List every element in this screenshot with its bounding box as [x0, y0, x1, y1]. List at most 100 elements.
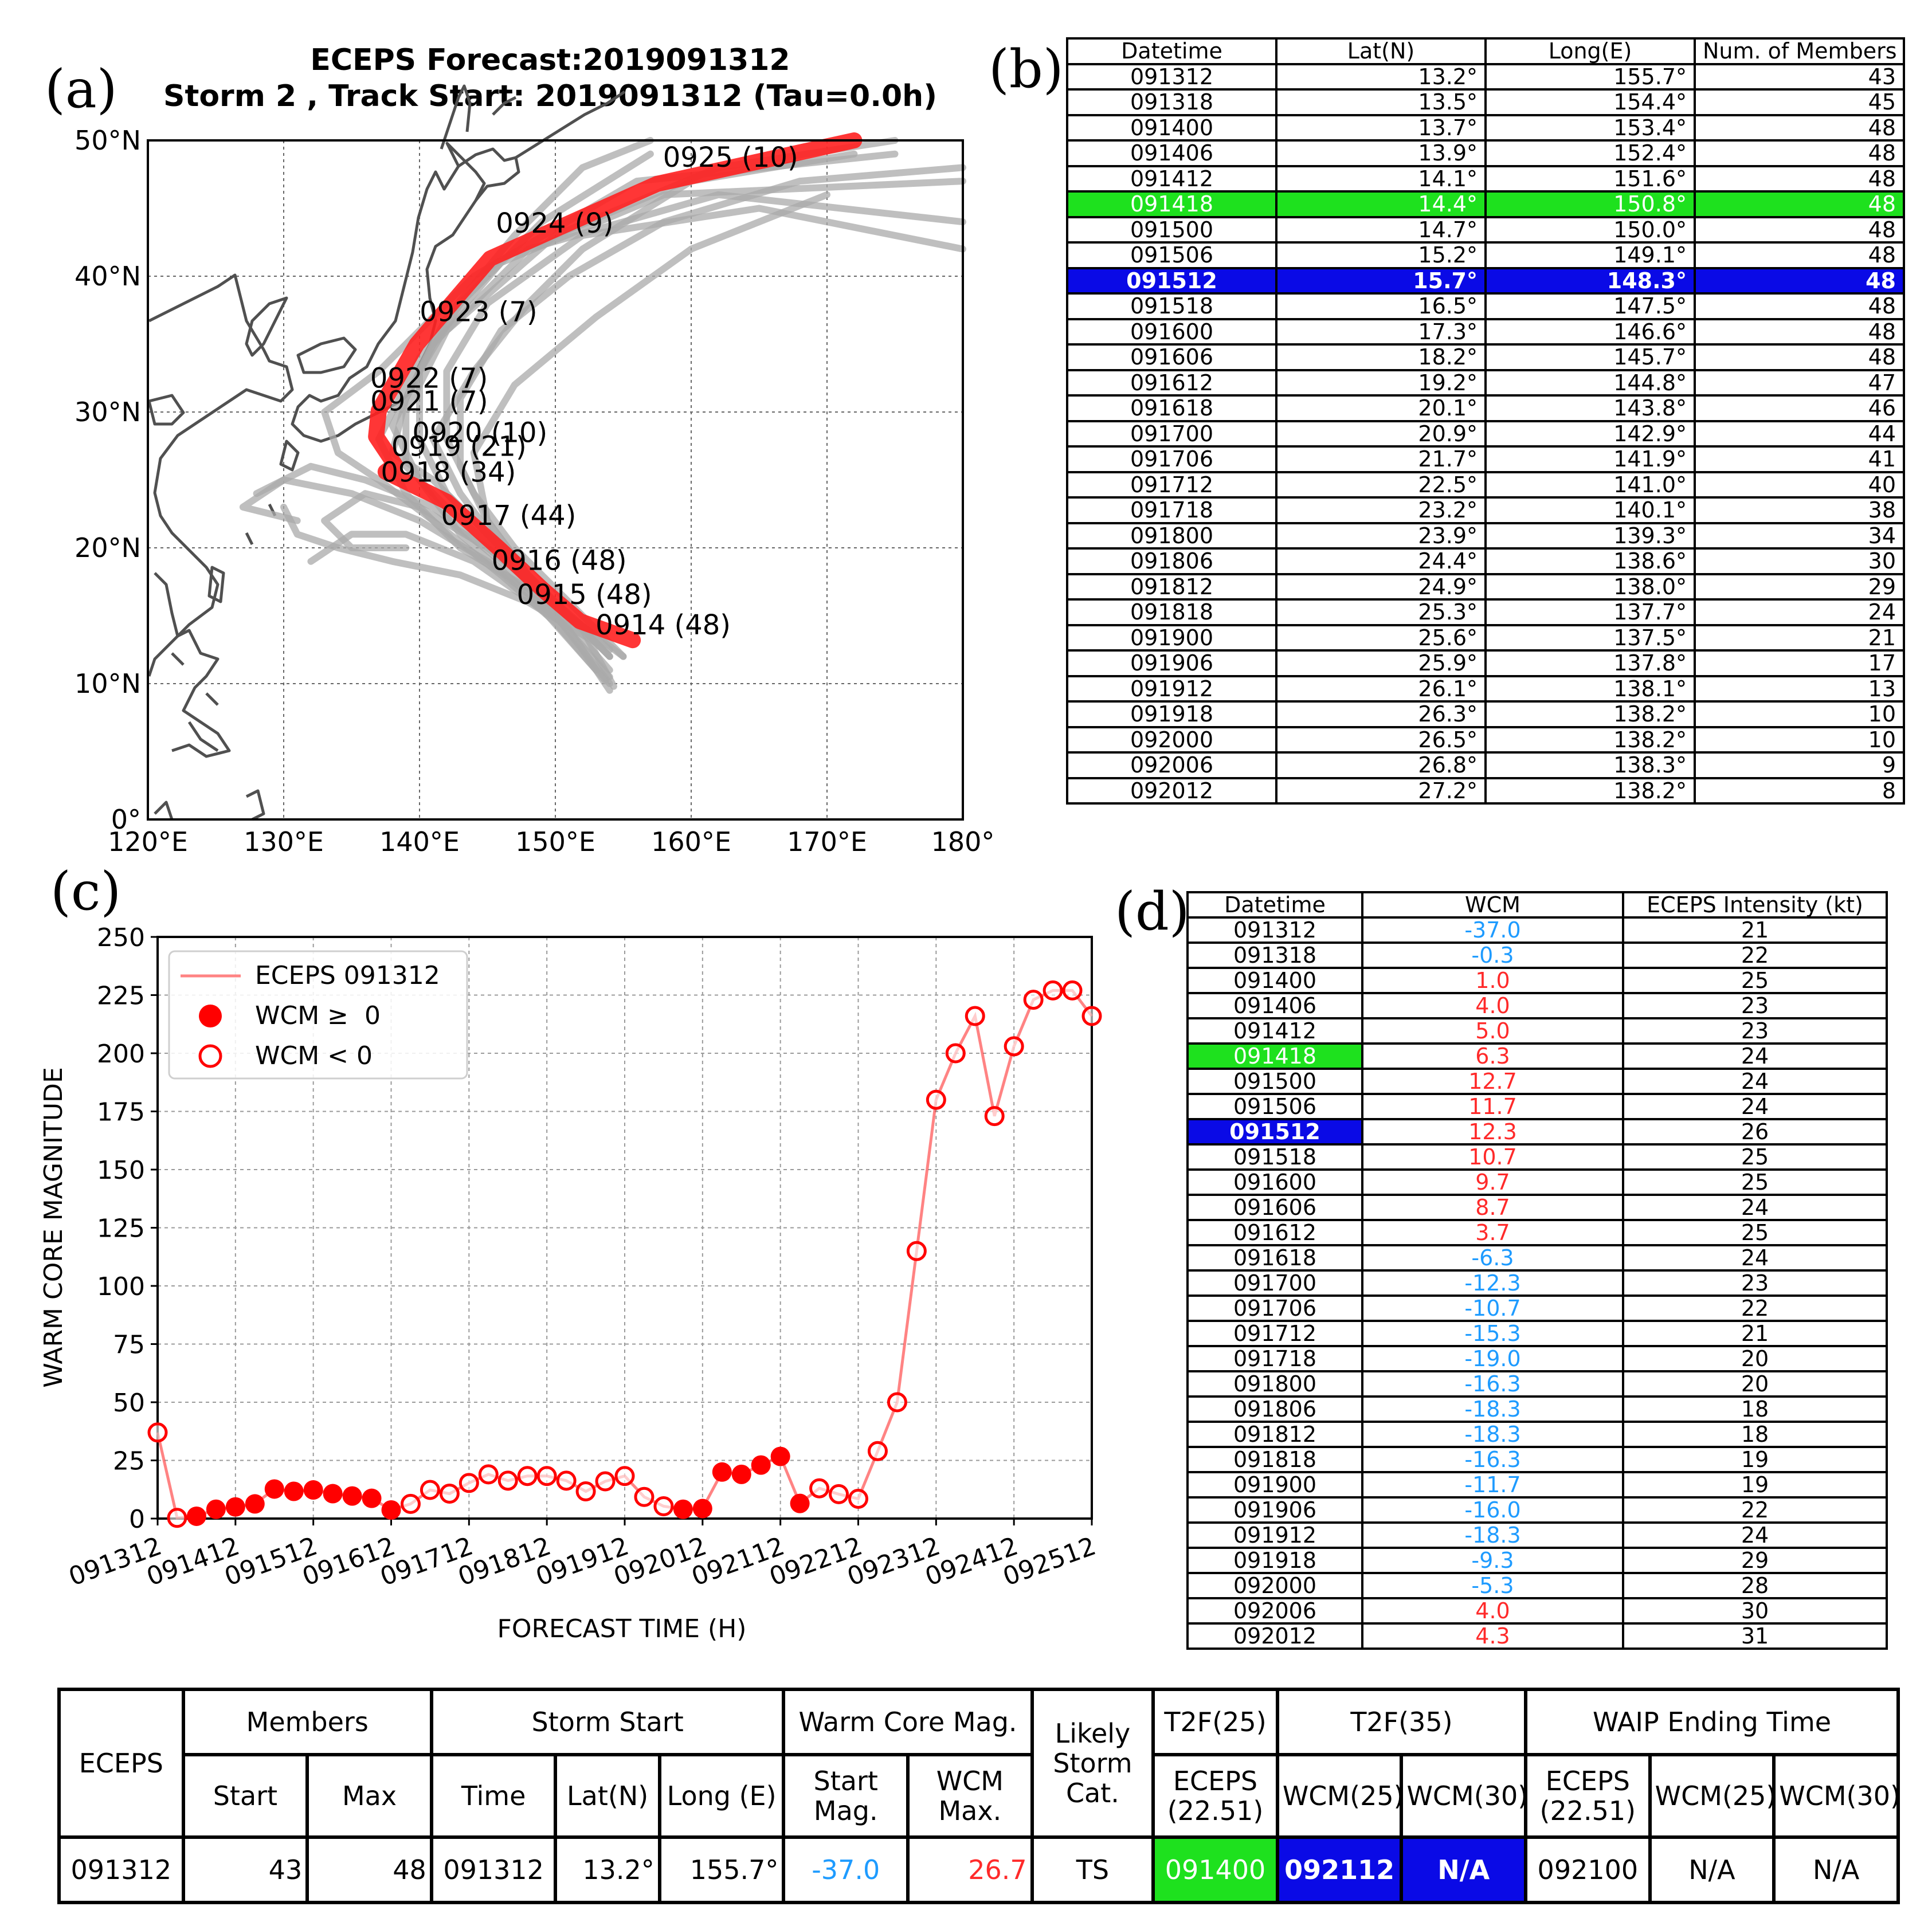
sum-lat-header: Lat(N)	[554, 1753, 661, 1839]
wcm-table-cell: 092006	[1186, 1597, 1363, 1625]
track-table-cell: 154.4°	[1484, 88, 1696, 116]
track-table-cell: 48	[1694, 215, 1905, 244]
wcm-chart: 0 25 50 75 100 125 150 175 200 225 250 09131209141…	[39, 923, 1102, 1643]
legend-label-series: ECEPS 091312	[255, 961, 440, 990]
track-table-cell: 091800	[1066, 521, 1277, 550]
track-table-cell: 21.7°	[1275, 445, 1487, 473]
wcm-table-cell: 25	[1622, 1168, 1888, 1196]
wcm-point-warm	[381, 1500, 401, 1520]
sum-likely-cat-header: Likely Storm Cat.	[1030, 1688, 1155, 1839]
wcm-table-cell: 10.7	[1361, 1143, 1624, 1171]
track-table-cell: 48	[1694, 292, 1905, 320]
wcm-table-cell: 30	[1622, 1597, 1888, 1625]
wcm-table-cell: -37.0	[1361, 916, 1624, 944]
sum-time-value: 091312	[429, 1835, 558, 1904]
track-table-cell: 091600	[1066, 317, 1277, 346]
track-table-cell: 26.3°	[1275, 700, 1487, 728]
wcm-point-cold	[1062, 980, 1083, 1001]
map-lon-tick: 140°E	[379, 826, 460, 857]
wcm-table-cell: -12.3	[1361, 1269, 1624, 1297]
track-table-row: 091400 13.7° 153.4° 48	[1066, 113, 1905, 142]
track-labels: 0914 (48)0915 (48)0916 (48) 0917 (44) 0918…	[370, 142, 798, 641]
sum-waip-wcm30-value: N/A	[1772, 1835, 1900, 1904]
wcm-point-cold	[497, 1470, 518, 1491]
wcm-table-cell: -16.3	[1361, 1370, 1624, 1398]
wcm-table-cell: 091618	[1186, 1244, 1363, 1272]
sum-start-header: Start	[181, 1753, 309, 1839]
wcm-table-cell: 091906	[1186, 1496, 1363, 1524]
track-table-row: 091812 24.9° 138.0° 29	[1066, 572, 1905, 601]
track-table-cell: 48	[1694, 266, 1905, 295]
track-table-cell: 138.2°	[1484, 776, 1696, 805]
track-table-cell: 091700	[1066, 419, 1277, 448]
track-table-row: 091900 25.6° 137.5° 21	[1066, 623, 1905, 652]
track-table-cell: 144.8°	[1484, 368, 1696, 397]
wcm-table-row: 091500 12.7 24	[1186, 1068, 1888, 1095]
track-table-row: 091800 23.9° 139.3° 34	[1066, 521, 1905, 550]
map-lat-tick: 40°N	[75, 261, 141, 292]
track-table-cell: 137.5°	[1484, 623, 1696, 652]
track-table-cell: 138.6°	[1484, 547, 1696, 575]
track-table-cell: 40	[1694, 470, 1905, 499]
wcm-point-warm	[673, 1499, 693, 1519]
track-table-row: 091406 13.9° 152.4° 48	[1066, 139, 1905, 167]
track-table-row: 091506 15.2° 149.1° 48	[1066, 241, 1905, 269]
track-table-cell: 48	[1694, 164, 1905, 193]
wcm-y-tick-label: 25	[113, 1447, 145, 1476]
track-table-row: 091700 20.9° 142.9° 44	[1066, 419, 1905, 448]
wcm-table-cell: 24	[1622, 1093, 1888, 1120]
wcm-point-cold	[809, 1478, 830, 1499]
wcm-point-cold	[984, 1106, 1005, 1127]
track-table-cell: 091812	[1066, 572, 1277, 601]
wcm-table-cell: 22	[1622, 1295, 1888, 1322]
wcm-point-cold	[478, 1464, 499, 1485]
wcm-grid	[157, 936, 1092, 1519]
map-lon-tick: 130°E	[244, 826, 324, 857]
track-table-cell: 16.5°	[1275, 292, 1487, 320]
wcm-table-row: 091312 -37.0 21	[1186, 916, 1888, 944]
track-table-cell: 24.4°	[1275, 547, 1487, 575]
wcm-table-row: 091512 12.3 26	[1186, 1118, 1888, 1146]
wcm-table-cell: 6.3	[1361, 1042, 1624, 1070]
wcm-table-cell: 091700	[1186, 1269, 1363, 1297]
map-title-line2: Storm 2 , Track Start: 2019091312 (Tau=0…	[163, 79, 937, 113]
track-table-cell: 38	[1694, 496, 1905, 524]
wcm-table-cell: -16.3	[1361, 1446, 1624, 1473]
track-table-cell: 091400	[1066, 113, 1277, 142]
sum-start-mag-value: -37.0	[782, 1835, 910, 1904]
track-table-row: 091918 26.3° 138.2° 10	[1066, 700, 1905, 728]
wcm-point-cold	[1081, 1006, 1102, 1026]
track-table-row: 091706 21.7° 141.9° 41	[1066, 445, 1905, 473]
wcm-point-warm	[186, 1506, 206, 1526]
wcm-table-cell: 5.0	[1361, 1017, 1624, 1045]
wcm-table-cell: 18	[1622, 1421, 1888, 1448]
wcm-table-cell: -0.3	[1361, 942, 1624, 969]
wcm-point-cold	[887, 1392, 907, 1413]
sum-eceps-value: 091312	[57, 1835, 185, 1904]
track-table-row: 092000 26.5° 138.2° 10	[1066, 725, 1905, 754]
track-point-label: 0916 (48)	[492, 544, 627, 576]
track-table-cell: 13.5°	[1275, 88, 1487, 116]
wcm-table-row: 091712 -15.3 21	[1186, 1320, 1888, 1347]
wcm-table-row: 091806 -18.3 18	[1186, 1395, 1888, 1423]
wcm-table-cell: 24	[1622, 1244, 1888, 1272]
sum-t2f35-wcm25-header: WCM(25)	[1275, 1753, 1404, 1839]
track-table-cell: 091606	[1066, 343, 1277, 371]
legend-label-cold: WCM < 0	[255, 1041, 373, 1070]
wcm-table-cell: 1.0	[1361, 967, 1624, 994]
track-table-cell: 138.2°	[1484, 725, 1696, 754]
map-frame	[147, 139, 964, 821]
wcm-y-tick-label: 50	[113, 1388, 145, 1418]
map-lon-tick: 120°E	[108, 826, 188, 857]
wcm-table-row: 092012 4.3 31	[1186, 1622, 1888, 1650]
sum-t2f25-eceps-value: 091400	[1151, 1835, 1279, 1904]
wcm-table-cell: 24	[1622, 1521, 1888, 1549]
track-table-row: 091618 20.1° 143.8° 46	[1066, 394, 1905, 422]
track-table-cell: 091506	[1066, 241, 1277, 269]
wcm-x-ticks: 0913120914120915120916120917120918120919…	[65, 1519, 1100, 1592]
wcm-table-cell: 091718	[1186, 1345, 1363, 1372]
sum-eceps-header: ECEPS	[57, 1688, 185, 1839]
wcm-table-cell: 091912	[1186, 1521, 1363, 1549]
legend-label-warm: WCM ≥ 0	[255, 1001, 381, 1030]
wcm-table-cell: 8.7	[1361, 1194, 1624, 1221]
